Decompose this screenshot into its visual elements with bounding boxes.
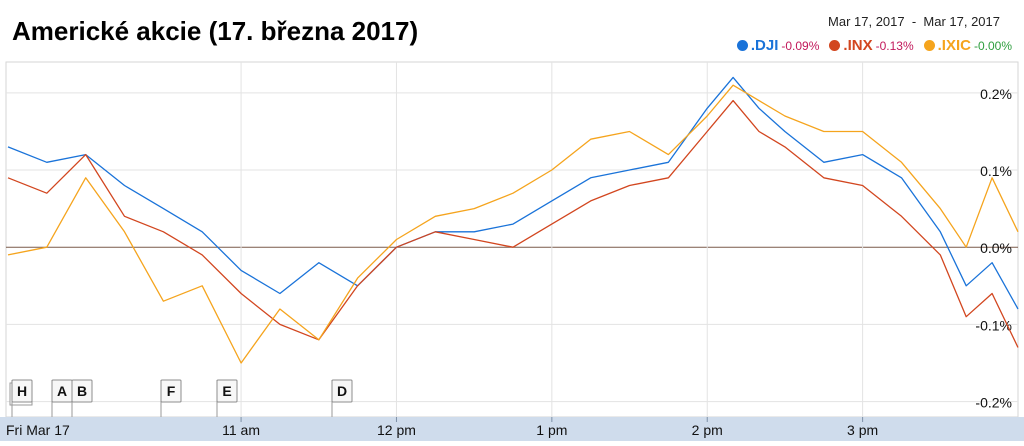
x-tick-label: 3 pm bbox=[847, 422, 878, 438]
y-tick-label: 0.2% bbox=[980, 86, 1012, 102]
legend-change-dji: -0.09% bbox=[781, 38, 820, 53]
legend-name-ixic: .IXIC bbox=[937, 37, 971, 54]
chart-title: Americké akcie (17. března 2017) bbox=[12, 16, 419, 46]
plot-frame bbox=[5, 61, 1019, 418]
event-flag-label: F bbox=[167, 383, 176, 399]
legend-change-ixic: -0.00% bbox=[973, 38, 1012, 53]
event-flag-label: E bbox=[222, 383, 231, 399]
legend: .DJI -0.09% .INX -0.13% .IXIC -0.00% bbox=[736, 37, 1012, 54]
legend-name-inx: .INX bbox=[843, 37, 873, 54]
legend-item-inx[interactable]: .INX -0.13% bbox=[829, 37, 914, 54]
legend-dot-ixic bbox=[923, 40, 935, 51]
event-flag-label: D bbox=[337, 383, 347, 399]
y-tick-label: -0.2% bbox=[975, 395, 1012, 411]
series-line-dji bbox=[7, 76, 1019, 310]
legend-item-dji[interactable]: .DJI -0.09% bbox=[736, 37, 820, 54]
legend-change-inx: -0.13% bbox=[875, 38, 914, 53]
legend-name-dji: .DJI bbox=[750, 37, 779, 54]
y-tick-label: 0.1% bbox=[980, 163, 1012, 179]
x-axis-bar bbox=[0, 417, 1024, 441]
series-line-inx bbox=[7, 99, 1019, 348]
event-flag-label: H bbox=[17, 383, 27, 399]
x-tick-label: Fri Mar 17 bbox=[6, 422, 70, 438]
event-flag-h[interactable] bbox=[11, 379, 33, 403]
event-flag-d[interactable] bbox=[331, 379, 353, 403]
event-flag-label: B bbox=[77, 383, 87, 399]
event-flag-e[interactable] bbox=[216, 379, 238, 403]
x-tick-label: 2 pm bbox=[692, 422, 723, 438]
y-tick-label: 0.0% bbox=[980, 240, 1012, 256]
series-line-ixic bbox=[7, 84, 1019, 364]
x-tick-label: 11 am bbox=[222, 422, 260, 438]
event-flag-label: A bbox=[57, 383, 67, 399]
x-tick-label: 12 pm bbox=[377, 422, 416, 438]
date-range: Mar 17, 2017 - Mar 17, 2017 bbox=[828, 14, 1000, 29]
event-flag-b[interactable] bbox=[71, 379, 93, 403]
y-tick-label: -0.1% bbox=[975, 317, 1012, 333]
x-tick-label: 1 pm bbox=[536, 422, 567, 438]
legend-item-ixic[interactable]: .IXIC -0.00% bbox=[923, 37, 1012, 54]
legend-dot-inx bbox=[829, 40, 841, 51]
event-flag-f[interactable] bbox=[160, 379, 182, 403]
legend-dot-dji bbox=[736, 40, 748, 51]
